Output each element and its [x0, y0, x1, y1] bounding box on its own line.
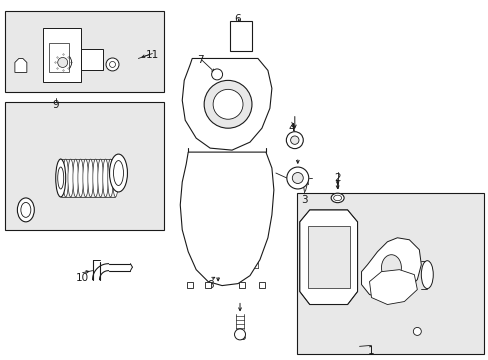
Circle shape — [234, 329, 245, 340]
Circle shape — [286, 132, 303, 149]
Circle shape — [292, 172, 303, 184]
Ellipse shape — [381, 255, 401, 280]
Polygon shape — [361, 238, 421, 298]
Polygon shape — [182, 58, 271, 150]
Bar — [187, 282, 193, 288]
Ellipse shape — [63, 159, 68, 197]
Ellipse shape — [109, 154, 127, 192]
Ellipse shape — [18, 198, 34, 222]
Ellipse shape — [333, 195, 341, 201]
Bar — [5, 102, 164, 230]
Ellipse shape — [78, 159, 83, 197]
Bar — [239, 282, 244, 288]
Bar — [229, 21, 251, 50]
Ellipse shape — [88, 159, 93, 197]
Ellipse shape — [421, 261, 432, 289]
Polygon shape — [299, 210, 357, 305]
Bar — [296, 193, 483, 354]
Text: 9: 9 — [52, 100, 59, 110]
Text: 2: 2 — [334, 173, 340, 183]
Circle shape — [106, 58, 119, 71]
Circle shape — [211, 69, 222, 80]
Ellipse shape — [93, 159, 98, 197]
Circle shape — [412, 328, 421, 336]
Text: 10: 10 — [76, 273, 89, 283]
Polygon shape — [369, 270, 416, 305]
Ellipse shape — [73, 159, 78, 197]
Circle shape — [213, 89, 243, 119]
Text: 4: 4 — [288, 123, 295, 133]
Ellipse shape — [113, 159, 118, 197]
Ellipse shape — [102, 159, 108, 197]
Ellipse shape — [113, 161, 123, 185]
Bar — [81, 49, 102, 71]
Ellipse shape — [21, 202, 31, 217]
Ellipse shape — [56, 159, 65, 197]
Bar — [49, 42, 68, 72]
Text: 7: 7 — [197, 55, 203, 66]
Text: 11: 11 — [145, 50, 159, 60]
Ellipse shape — [58, 159, 63, 197]
Ellipse shape — [107, 159, 113, 197]
Text: 8: 8 — [206, 280, 213, 289]
Text: 6: 6 — [234, 14, 241, 24]
Polygon shape — [180, 152, 273, 285]
Bar — [5, 11, 164, 92]
Ellipse shape — [82, 159, 88, 197]
Bar — [259, 282, 264, 288]
Circle shape — [58, 58, 67, 67]
Ellipse shape — [330, 193, 344, 203]
Text: 5: 5 — [238, 332, 245, 342]
Ellipse shape — [68, 159, 73, 197]
Bar — [205, 282, 211, 288]
Bar — [42, 28, 81, 82]
Ellipse shape — [58, 167, 63, 189]
Ellipse shape — [98, 159, 103, 197]
Circle shape — [54, 54, 72, 71]
Bar — [307, 226, 349, 288]
Text: 1: 1 — [367, 346, 374, 356]
Circle shape — [203, 80, 251, 128]
Circle shape — [286, 167, 308, 189]
Text: 3: 3 — [301, 195, 307, 205]
Circle shape — [290, 136, 298, 144]
Polygon shape — [15, 58, 27, 72]
